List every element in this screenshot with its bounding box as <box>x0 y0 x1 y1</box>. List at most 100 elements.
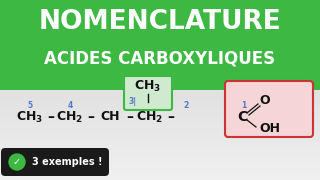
Bar <box>0 165 320 166</box>
Bar <box>0 110 320 111</box>
Bar <box>0 137 320 138</box>
Bar <box>0 100 320 101</box>
Bar <box>0 145 320 146</box>
Bar <box>0 102 320 103</box>
Bar <box>0 135 320 136</box>
Bar <box>0 162 320 163</box>
Bar <box>0 175 320 176</box>
Bar <box>0 166 320 167</box>
Bar <box>0 109 320 110</box>
Bar <box>0 101 320 102</box>
Bar <box>0 108 320 109</box>
Bar <box>0 161 320 162</box>
Bar <box>0 177 320 178</box>
Text: 3 exemples !: 3 exemples ! <box>32 157 102 167</box>
Bar <box>0 146 320 147</box>
Bar <box>0 138 320 139</box>
Bar <box>0 152 320 153</box>
Bar <box>0 144 320 145</box>
Bar <box>0 158 320 159</box>
Text: 5: 5 <box>28 102 33 111</box>
Bar <box>0 143 320 144</box>
Bar <box>0 112 320 113</box>
FancyBboxPatch shape <box>124 76 172 110</box>
Bar <box>0 170 320 171</box>
Bar <box>0 159 320 160</box>
Bar <box>0 139 320 140</box>
Bar <box>0 92 320 93</box>
Bar <box>0 128 320 129</box>
Bar <box>0 136 320 137</box>
Bar <box>0 93 320 94</box>
Bar <box>0 0 320 90</box>
Text: –: – <box>167 110 174 124</box>
Bar <box>0 141 320 142</box>
Bar <box>0 163 320 164</box>
Bar <box>0 150 320 151</box>
Bar <box>0 179 320 180</box>
Bar <box>0 168 320 169</box>
Text: ACIDES CARBOXYLIQUES: ACIDES CARBOXYLIQUES <box>44 49 276 67</box>
Bar <box>0 154 320 155</box>
Text: –: – <box>126 110 133 124</box>
Bar <box>0 151 320 152</box>
Bar <box>0 94 320 95</box>
Bar <box>0 107 320 108</box>
Bar <box>0 142 320 143</box>
Bar <box>0 103 320 104</box>
Text: C: C <box>237 110 247 124</box>
Bar <box>0 164 320 165</box>
Bar <box>0 118 320 119</box>
Bar <box>0 173 320 174</box>
Bar <box>0 124 320 125</box>
Text: –: – <box>47 110 54 124</box>
Text: $\mathregular{CH_3}$: $\mathregular{CH_3}$ <box>16 109 44 125</box>
Circle shape <box>9 154 25 170</box>
Text: $\mathregular{CH_2}$: $\mathregular{CH_2}$ <box>56 109 84 125</box>
Bar <box>0 134 320 135</box>
Bar <box>0 122 320 123</box>
Bar <box>0 117 320 118</box>
Bar <box>0 172 320 173</box>
Bar <box>0 98 320 99</box>
Text: –: – <box>87 110 94 124</box>
Text: 2: 2 <box>183 102 188 111</box>
Bar <box>0 176 320 177</box>
Bar <box>0 147 320 148</box>
Bar <box>0 127 320 128</box>
Text: OH: OH <box>260 123 281 136</box>
Bar <box>0 149 320 150</box>
Bar <box>0 119 320 120</box>
Bar <box>0 120 320 121</box>
Bar <box>0 157 320 158</box>
Bar <box>0 167 320 168</box>
Bar <box>0 116 320 117</box>
Bar <box>0 90 320 91</box>
FancyBboxPatch shape <box>1 148 109 176</box>
Bar <box>0 99 320 100</box>
Text: $\mathregular{CH_3}$: $\mathregular{CH_3}$ <box>134 78 162 94</box>
Text: 1: 1 <box>241 102 247 111</box>
Bar <box>0 97 320 98</box>
Bar <box>0 129 320 130</box>
Bar <box>0 132 320 133</box>
Bar <box>0 178 320 179</box>
Text: CH: CH <box>100 111 120 123</box>
Bar <box>0 148 320 149</box>
Text: 4: 4 <box>68 102 73 111</box>
Text: ✓: ✓ <box>13 157 21 167</box>
Bar <box>0 91 320 92</box>
Text: O: O <box>260 94 270 107</box>
Bar <box>0 115 320 116</box>
Bar <box>0 169 320 170</box>
Bar <box>0 123 320 124</box>
Bar <box>0 130 320 131</box>
Bar <box>0 171 320 172</box>
Bar <box>0 174 320 175</box>
Bar <box>0 96 320 97</box>
Bar <box>0 140 320 141</box>
Text: $\mathregular{CH_2}$: $\mathregular{CH_2}$ <box>136 109 164 125</box>
Bar <box>0 121 320 122</box>
Bar <box>0 133 320 134</box>
Bar <box>0 155 320 156</box>
